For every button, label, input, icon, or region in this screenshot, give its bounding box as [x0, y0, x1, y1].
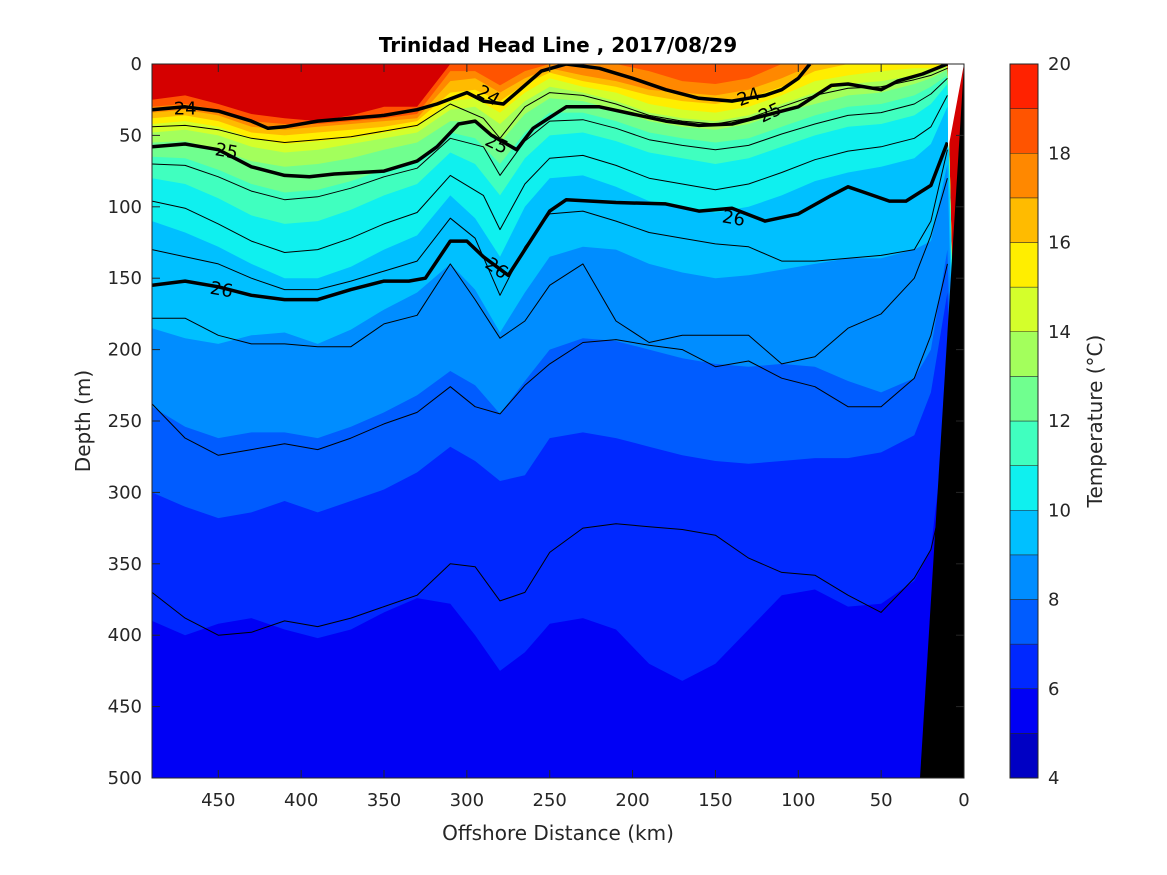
y-tick-label: 50: [119, 125, 142, 146]
y-tick-label: 100: [108, 197, 142, 218]
colorbar-swatch-17: [1009, 153, 1039, 199]
x-tick-label: 200: [615, 790, 649, 811]
x-axis: 450 400 350 300 250 200 150 100 50 0: [201, 64, 970, 811]
x-tick-label: 450: [201, 790, 235, 811]
y-tick-label: 450: [108, 697, 142, 718]
coastline-wedge: [948, 64, 964, 150]
x-tick-label: 250: [533, 790, 567, 811]
colorbar-swatch-12: [1009, 376, 1039, 422]
y-tick-label: 500: [108, 768, 142, 789]
x-tick-label: 400: [284, 790, 318, 811]
density-contour-thin-6: [152, 149, 948, 296]
y-tick-label: 150: [108, 268, 142, 289]
x-tick-label: 50: [870, 790, 893, 811]
colorbar-label: Temperature (°C): [1083, 335, 1107, 509]
x-tick-label: 300: [450, 790, 484, 811]
density-contour-thin-8: [152, 263, 948, 456]
density-contour-24: [152, 64, 812, 131]
colorbar-tick-label: 8: [1048, 590, 1059, 611]
density-contour-thin-3: [152, 67, 948, 143]
contour-label-25: 25: [213, 139, 239, 164]
colorbar-swatch-15: [1009, 242, 1039, 288]
colorbar-swatch-13: [1009, 331, 1039, 377]
colorbar-swatch-18: [1009, 108, 1039, 154]
colorbar-swatch-8: [1009, 554, 1039, 600]
chart-title: Trinidad Head Line , 2017/08/29: [379, 33, 737, 57]
colorbar-swatch-14: [1009, 286, 1039, 332]
y-tick-label: 250: [108, 411, 142, 432]
density-contour-thin-7: [152, 178, 948, 365]
colorbar-swatch-16: [1009, 197, 1039, 243]
colorbar-swatch-19: [1009, 63, 1039, 109]
seafloor-bathymetry: [920, 64, 964, 778]
colorbar-swatch-9: [1009, 510, 1039, 556]
colorbar-tick-label: 18: [1048, 143, 1071, 164]
colorbar-tick-label: 20: [1048, 54, 1071, 75]
colorbar-frame: [1009, 63, 1039, 779]
colorbar-tick-label: 4: [1048, 768, 1059, 789]
x-tick-label: 150: [698, 790, 732, 811]
x-axis-label: Offshore Distance (km): [442, 821, 674, 845]
y-tick-label: 0: [131, 54, 142, 75]
y-tick-label: 350: [108, 554, 142, 575]
colorbar-swatch-11: [1009, 420, 1039, 466]
y-tick-label: 300: [108, 482, 142, 503]
colorbar-swatch-4: [1009, 733, 1039, 779]
colorbar-tick-label: 16: [1048, 233, 1071, 254]
temperature-fill-layer: [152, 64, 964, 778]
density-contour-thin-5: [152, 95, 948, 253]
density-contour-thin-9: [152, 477, 948, 636]
density-contour-layer: [152, 64, 950, 636]
x-tick-label: 350: [367, 790, 401, 811]
density-contour-thin-4: [152, 77, 948, 201]
contour-label-26: 26: [720, 206, 746, 231]
colorbar-swatch-6: [1009, 643, 1039, 689]
y-axis: 0 50 100 150 200 250 300 350 400 450 500: [108, 54, 964, 789]
colorbar-tick-label: 14: [1048, 322, 1071, 343]
colorbar-swatch-10: [1009, 465, 1039, 511]
x-tick-label: 100: [781, 790, 815, 811]
colorbar-swatch-7: [1009, 599, 1039, 645]
colorbar: 4 6 8 10 12 14 16 18 20: [1009, 54, 1071, 789]
colorbar-tick-label: 10: [1048, 500, 1071, 521]
y-tick-label: 200: [108, 340, 142, 361]
x-tick-label: 0: [958, 790, 969, 811]
contour-label-24: 24: [174, 98, 197, 119]
colorbar-tick-label: 6: [1048, 679, 1059, 700]
contour-label-26: 26: [208, 278, 234, 303]
y-axis-label: Depth (m): [71, 370, 95, 472]
colorbar-tick-label: 12: [1048, 411, 1071, 432]
temp-band-4: [152, 406, 964, 778]
colorbar-swatch-5: [1009, 688, 1039, 734]
density-contour-25: [152, 64, 949, 179]
y-tick-label: 400: [108, 625, 142, 646]
